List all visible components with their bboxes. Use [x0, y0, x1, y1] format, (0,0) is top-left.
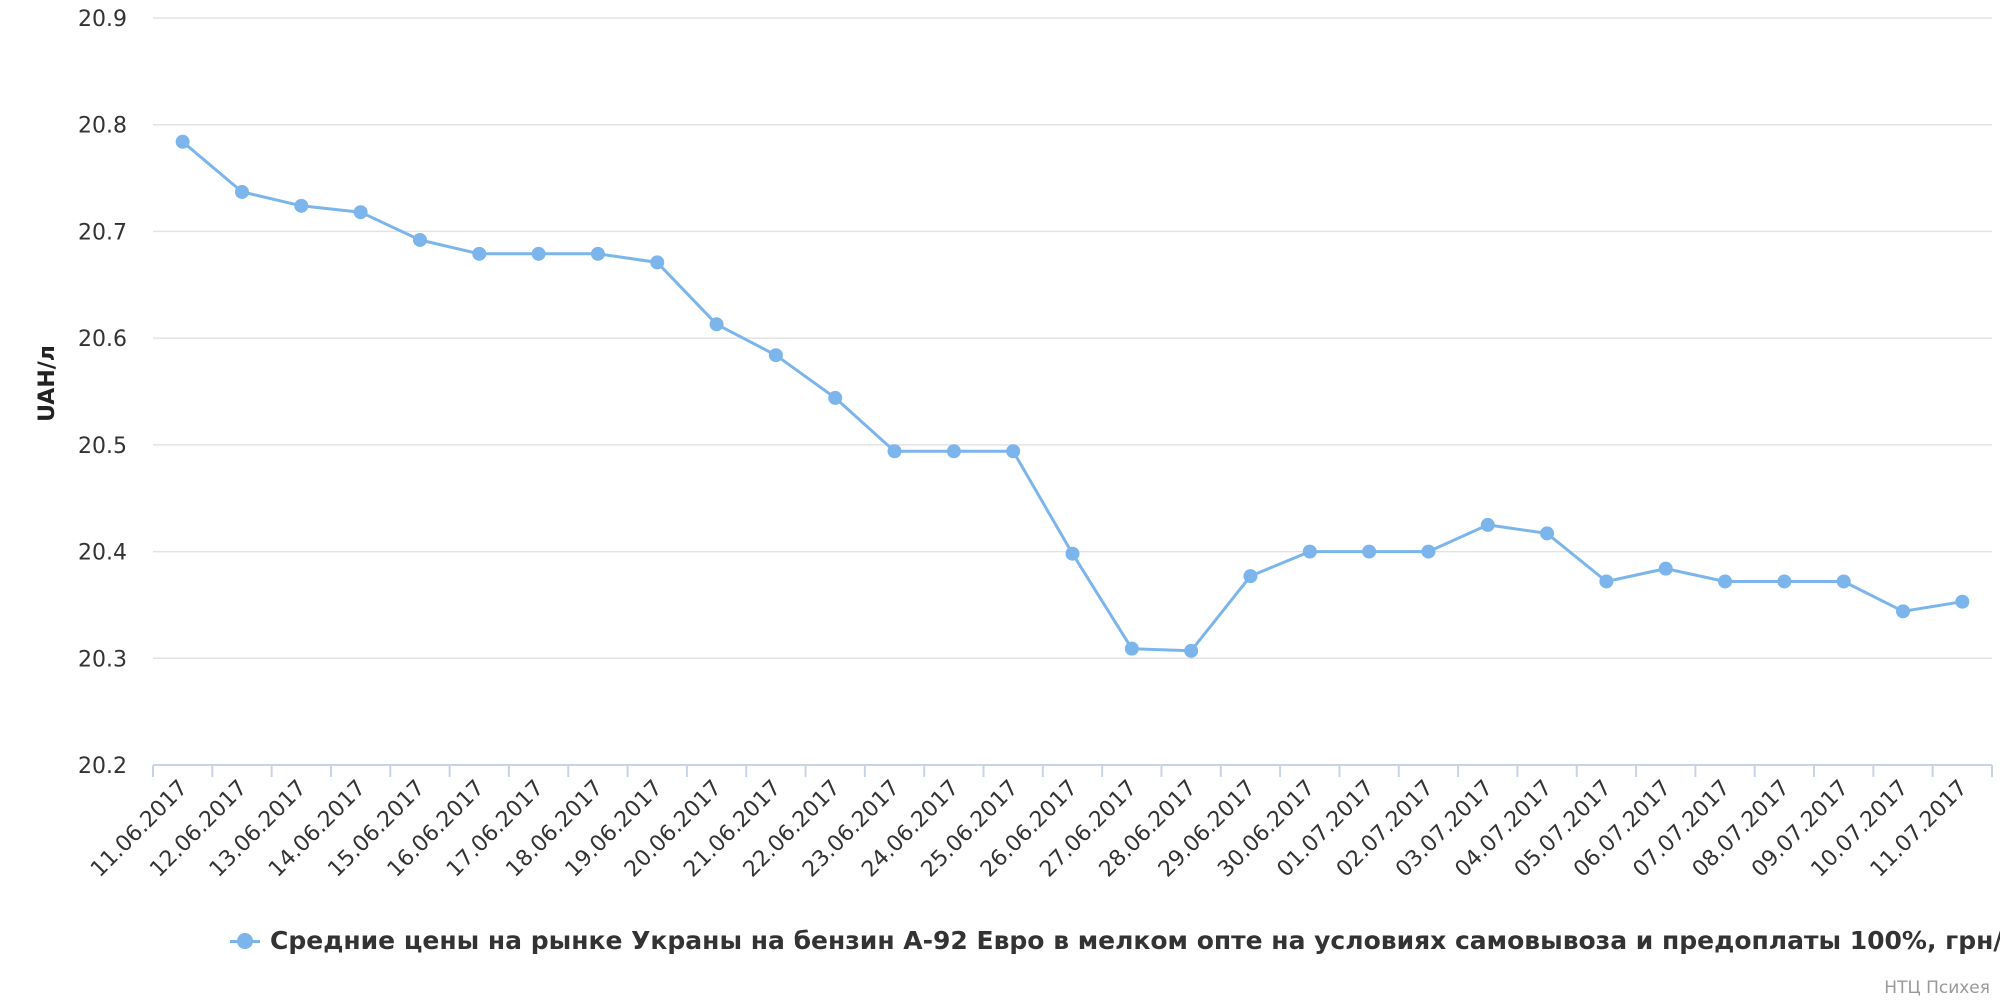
data-point[interactable]	[1658, 561, 1673, 576]
data-point[interactable]	[531, 246, 546, 261]
data-point[interactable]	[1955, 594, 1970, 609]
data-point[interactable]	[1836, 574, 1851, 589]
series-line	[181, 140, 1964, 653]
y-axis-title: UAH/л	[35, 345, 60, 422]
legend[interactable]: Средние цены на рынке Украны на бензин А…	[230, 926, 2000, 955]
data-point[interactable]	[1124, 641, 1139, 656]
y-tick-label: 20.9	[78, 7, 127, 32]
data-point[interactable]	[1540, 526, 1555, 541]
y-tick-label: 20.6	[78, 327, 127, 352]
data-point[interactable]	[234, 184, 249, 199]
data-point[interactable]	[1480, 517, 1495, 532]
data-point[interactable]	[650, 255, 665, 270]
y-tick-label: 20.5	[78, 434, 127, 459]
data-point[interactable]	[768, 348, 783, 363]
data-point[interactable]	[1006, 444, 1021, 459]
y-tick-label: 20.8	[78, 114, 127, 139]
data-point[interactable]	[709, 317, 724, 332]
data-point[interactable]	[1302, 544, 1317, 559]
data-point[interactable]	[1896, 604, 1911, 619]
data-point[interactable]	[1718, 574, 1733, 589]
data-point[interactable]	[1599, 574, 1614, 589]
data-point[interactable]	[472, 246, 487, 261]
data-point[interactable]	[294, 198, 309, 213]
y-tick-label: 20.3	[78, 647, 127, 672]
data-point[interactable]	[590, 246, 605, 261]
data-point[interactable]	[828, 390, 843, 405]
data-point[interactable]	[1777, 574, 1792, 589]
data-point[interactable]	[1243, 569, 1258, 584]
data-point[interactable]	[1184, 643, 1199, 658]
data-point[interactable]	[353, 205, 368, 220]
y-tick-label: 20.7	[78, 220, 127, 245]
data-point[interactable]	[1362, 544, 1377, 559]
data-point[interactable]	[946, 444, 961, 459]
data-point[interactable]	[412, 232, 427, 247]
legend-marker-icon	[230, 931, 260, 951]
data-point[interactable]	[887, 444, 902, 459]
y-tick-label: 20.4	[78, 541, 127, 566]
legend-dot	[237, 932, 253, 949]
y-tick-label: 20.2	[78, 754, 127, 779]
data-point[interactable]	[175, 134, 190, 149]
data-point[interactable]	[1421, 544, 1436, 559]
legend-label: Средние цены на рынке Украны на бензин А…	[270, 926, 2000, 955]
credit-text[interactable]: НТЦ Психея	[1884, 978, 1990, 998]
data-point[interactable]	[1065, 546, 1080, 561]
